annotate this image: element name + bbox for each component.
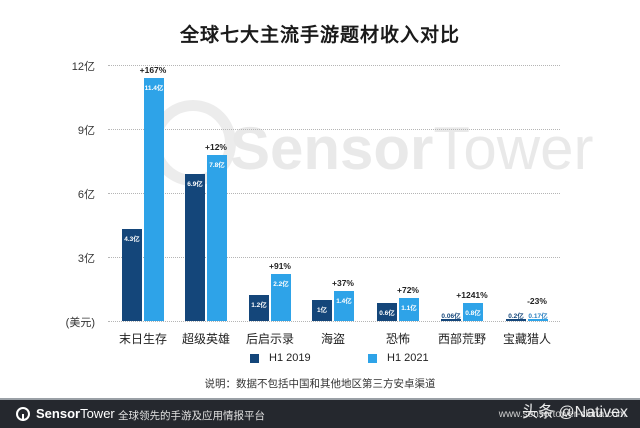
category-label: 恐怖 bbox=[385, 332, 410, 346]
y-axis-tick-label: 9亿 bbox=[77, 125, 95, 137]
bar-value-label: 0.17亿 bbox=[528, 313, 548, 320]
bar-h1-2019 bbox=[185, 173, 205, 321]
sensortower-logo-icon bbox=[16, 406, 30, 421]
bar-h1-2021 bbox=[271, 274, 291, 321]
footer-credit-watermark: 头条 @Nativex bbox=[521, 404, 628, 421]
category-label: 末日生存 bbox=[118, 332, 167, 346]
bar-h1-2019 bbox=[122, 229, 142, 321]
bar-value-label: 0.06亿 bbox=[441, 313, 461, 320]
bar-h1-2019 bbox=[377, 303, 397, 321]
bar-value-label: 0.6亿 bbox=[379, 310, 395, 317]
bar-value-label: 0.8亿 bbox=[465, 310, 481, 317]
bar-h1-2021 bbox=[334, 291, 354, 321]
legend-swatch-light bbox=[368, 353, 377, 363]
growth-label: +12% bbox=[205, 141, 227, 152]
gridline bbox=[108, 65, 560, 66]
legend-item-h1-2021: H1 2021 bbox=[368, 352, 429, 364]
bar-h1-2021 bbox=[399, 297, 419, 321]
growth-label: +167% bbox=[139, 64, 167, 75]
bar-value-label: 1亿 bbox=[316, 306, 328, 314]
category-label: 宝藏猎人 bbox=[502, 332, 551, 346]
footer-bar: SensorTower 全球领先的手游及应用情报平台 www.sensortow… bbox=[0, 398, 640, 428]
y-axis-tick-label: (美元) bbox=[65, 317, 95, 329]
bar-h1-2019 bbox=[506, 319, 526, 321]
bar-h1-2019 bbox=[441, 319, 461, 321]
bar-value-label: 7.8亿 bbox=[209, 161, 225, 169]
bar-value-label: 1.2亿 bbox=[251, 302, 267, 310]
bar-h1-2021 bbox=[463, 303, 483, 321]
gridline bbox=[108, 321, 560, 322]
bar-value-label: 2.2亿 bbox=[273, 281, 289, 289]
legend-label: H1 2019 bbox=[269, 352, 311, 364]
bar-value-label: 1.1亿 bbox=[401, 304, 417, 312]
gridline bbox=[108, 129, 560, 130]
y-axis-tick-label: 6亿 bbox=[77, 189, 95, 201]
bar-h1-2021 bbox=[144, 77, 164, 321]
footer-logo: SensorTower bbox=[16, 406, 115, 421]
bar-value-label: 6.9亿 bbox=[187, 180, 203, 188]
growth-label: +1241% bbox=[456, 290, 488, 300]
gridline bbox=[108, 193, 560, 194]
legend-label: H1 2021 bbox=[387, 352, 429, 364]
chart-note: 说明：数据不包括中国和其他地区第三方安卓渠道 bbox=[204, 378, 436, 390]
chart-title: 全球七大主流手游题材收入对比 bbox=[179, 24, 460, 46]
bar-h1-2019 bbox=[312, 299, 332, 321]
bar-value-label: 4.3亿 bbox=[124, 236, 140, 244]
bar-chart-plot: 12亿 9亿 6亿 3亿 (美元) 4.3亿 11.4亿 +167% 末日生存 6.9亿 7.8亿 +… bbox=[65, 61, 560, 346]
footer-brand: SensorTower bbox=[36, 406, 115, 421]
footer-tagline: 全球领先的手游及应用情报平台 bbox=[118, 410, 265, 422]
category-label: 超级英雄 bbox=[181, 332, 230, 346]
legend-item-h1-2019: H1 2019 bbox=[250, 352, 311, 364]
chart-legend: H1 2019 H1 2021 bbox=[0, 352, 640, 368]
bar-value-label: 11.4亿 bbox=[144, 84, 164, 92]
bar-h1-2021 bbox=[528, 319, 548, 321]
category-label: 后启示录 bbox=[245, 332, 294, 346]
legend-swatch-dark bbox=[250, 353, 259, 363]
bar-value-label: 0.2亿 bbox=[508, 313, 524, 320]
y-axis-tick-label: 3亿 bbox=[77, 253, 95, 265]
footer-url: www.sensortower-china.com bbox=[498, 409, 626, 420]
growth-label: +72% bbox=[397, 284, 419, 295]
bar-h1-2019 bbox=[249, 295, 269, 321]
category-label: 海盗 bbox=[320, 332, 345, 346]
gridline bbox=[108, 257, 560, 258]
bar-value-label: 1.4亿 bbox=[336, 298, 352, 306]
y-axis-tick-label: 12亿 bbox=[71, 61, 95, 73]
category-label: 西部荒野 bbox=[437, 332, 486, 346]
growth-label: +37% bbox=[332, 278, 354, 289]
growth-label: +91% bbox=[269, 261, 291, 272]
bar-h1-2021 bbox=[207, 154, 227, 321]
growth-label: -23% bbox=[527, 296, 547, 306]
